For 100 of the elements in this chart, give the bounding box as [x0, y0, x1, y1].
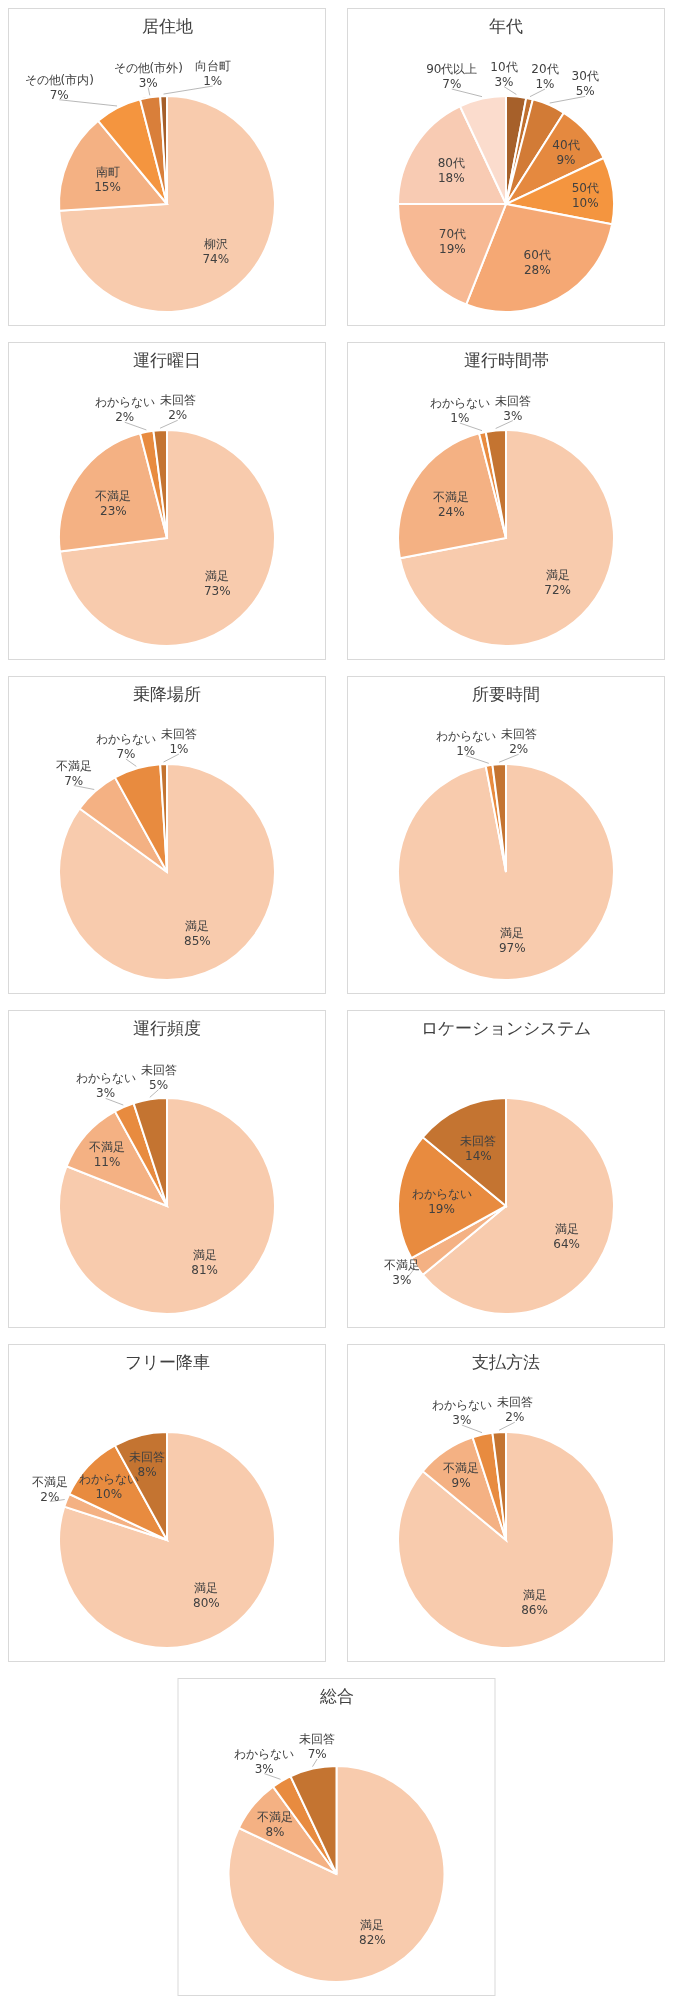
slice-label: わからない: [431, 1398, 492, 1413]
data-label: 85%: [184, 933, 211, 948]
chart-title: 年代: [489, 16, 523, 36]
slice-label: 満足: [194, 1581, 219, 1596]
slice-label: 満足: [360, 1917, 385, 1932]
slice-label: 満足: [545, 567, 570, 582]
slice-label: 20代: [531, 62, 559, 77]
pie-slice: [397, 763, 615, 981]
chart-title: 乗降場所: [133, 684, 201, 704]
data-label: 7%: [442, 77, 462, 92]
slice-label: 未回答: [129, 1449, 166, 1464]
data-label: 7%: [116, 747, 136, 761]
data-label: 1%: [169, 742, 189, 757]
chart-title: ロケーションシステム: [421, 1018, 591, 1038]
slice-label: 向台町: [194, 59, 231, 74]
slice-label: 未回答: [496, 1395, 533, 1410]
pie-slice: [397, 1431, 615, 1649]
chart-title: 居住地: [141, 16, 193, 36]
data-label: 18%: [437, 171, 465, 186]
data-label: 2%: [40, 1489, 60, 1504]
data-label: 10%: [571, 195, 599, 210]
data-label: 3%: [494, 74, 514, 89]
chart-title: 支払方法: [472, 1352, 540, 1372]
slice-label: 未回答: [160, 727, 197, 742]
slice-label: 10代: [490, 59, 518, 74]
data-label: 3%: [452, 1413, 472, 1428]
data-label: 19%: [439, 242, 466, 257]
slice-label: 不満足: [31, 1474, 68, 1489]
slice-label: 未回答: [460, 1134, 497, 1149]
slice-label: 不満足: [433, 490, 470, 505]
slice-label: 未回答: [299, 1732, 336, 1747]
data-label: 8%: [137, 1464, 157, 1479]
slice-label: わからない: [94, 395, 155, 410]
slice-label: 未回答: [494, 393, 531, 408]
data-label: 3%: [254, 1761, 274, 1776]
data-label: 72%: [544, 582, 571, 597]
slice-label: その他(市内): [24, 72, 94, 87]
slice-label: 未回答: [140, 1062, 177, 1077]
data-label: 3%: [96, 1086, 116, 1101]
slice-label: 不満足: [95, 488, 132, 503]
data-label: 5%: [575, 84, 595, 99]
slice-label: 未回答: [159, 393, 196, 408]
data-label: 73%: [203, 584, 231, 599]
slice-label: わからない: [411, 1186, 472, 1201]
pie-slice: [58, 1097, 276, 1315]
slice-label: わからない: [234, 1746, 295, 1761]
slice-label: 50代: [571, 180, 599, 195]
slice-label: 不満足: [55, 758, 92, 773]
slice-label: 30代: [571, 69, 599, 84]
pie-slice: [58, 429, 276, 647]
data-label: 15%: [94, 180, 121, 195]
slice-label: 不満足: [383, 1257, 420, 1272]
slice-label: 40代: [552, 138, 580, 153]
data-label: 24%: [437, 505, 465, 520]
data-label: 2%: [505, 1410, 525, 1425]
slice-label: 満足: [185, 918, 210, 933]
data-label: 64%: [553, 1236, 580, 1251]
data-label: 3%: [392, 1272, 412, 1287]
slice-label: 南町: [95, 165, 120, 180]
data-label: 10%: [95, 1487, 123, 1502]
slice-label: 満足: [522, 1587, 547, 1602]
slice-label: 不満足: [89, 1140, 126, 1155]
slice-label: わからない: [435, 728, 496, 743]
data-label: 11%: [93, 1155, 121, 1170]
data-label: 2%: [509, 742, 529, 757]
data-label: 9%: [451, 1475, 471, 1490]
slice-label: 満足: [554, 1221, 579, 1236]
slice-label: 満足: [205, 569, 230, 584]
pie-slice: [398, 429, 615, 647]
data-label: 1%: [203, 74, 223, 89]
data-label: 7%: [64, 773, 84, 788]
slice-label: 不満足: [443, 1460, 480, 1475]
slice-label: 90代以上: [426, 62, 478, 77]
chart-title: フリー降車: [124, 1352, 210, 1372]
slice-label: 満足: [192, 1248, 217, 1263]
slice-label: 未回答: [500, 727, 537, 742]
slice-label: 満足: [500, 925, 525, 940]
data-label: 2%: [168, 408, 188, 423]
data-label: 74%: [202, 251, 230, 266]
data-label: 3%: [503, 408, 523, 423]
data-label: 28%: [523, 262, 551, 277]
chart-title: 運行曜日: [133, 350, 201, 370]
data-label: 80%: [193, 1596, 220, 1611]
data-label: 7%: [307, 1747, 327, 1762]
data-label: 1%: [456, 743, 476, 758]
slice-label: その他(市外): [113, 60, 183, 75]
data-label: 1%: [450, 411, 470, 426]
data-label: 86%: [521, 1602, 548, 1617]
slice-label: 不満足: [256, 1810, 293, 1825]
data-label: 81%: [191, 1263, 218, 1278]
slice-label: 80代: [437, 156, 465, 171]
data-label: 82%: [359, 1932, 386, 1947]
data-label: 14%: [465, 1149, 492, 1164]
slice-label: わからない: [95, 732, 156, 746]
data-label: 3%: [138, 75, 158, 90]
chart-title: 所要時間: [472, 684, 540, 704]
data-label: 23%: [100, 503, 127, 518]
slice-label: 70代: [438, 227, 467, 242]
data-label: 2%: [115, 410, 135, 425]
slice-label: わからない: [429, 396, 490, 411]
